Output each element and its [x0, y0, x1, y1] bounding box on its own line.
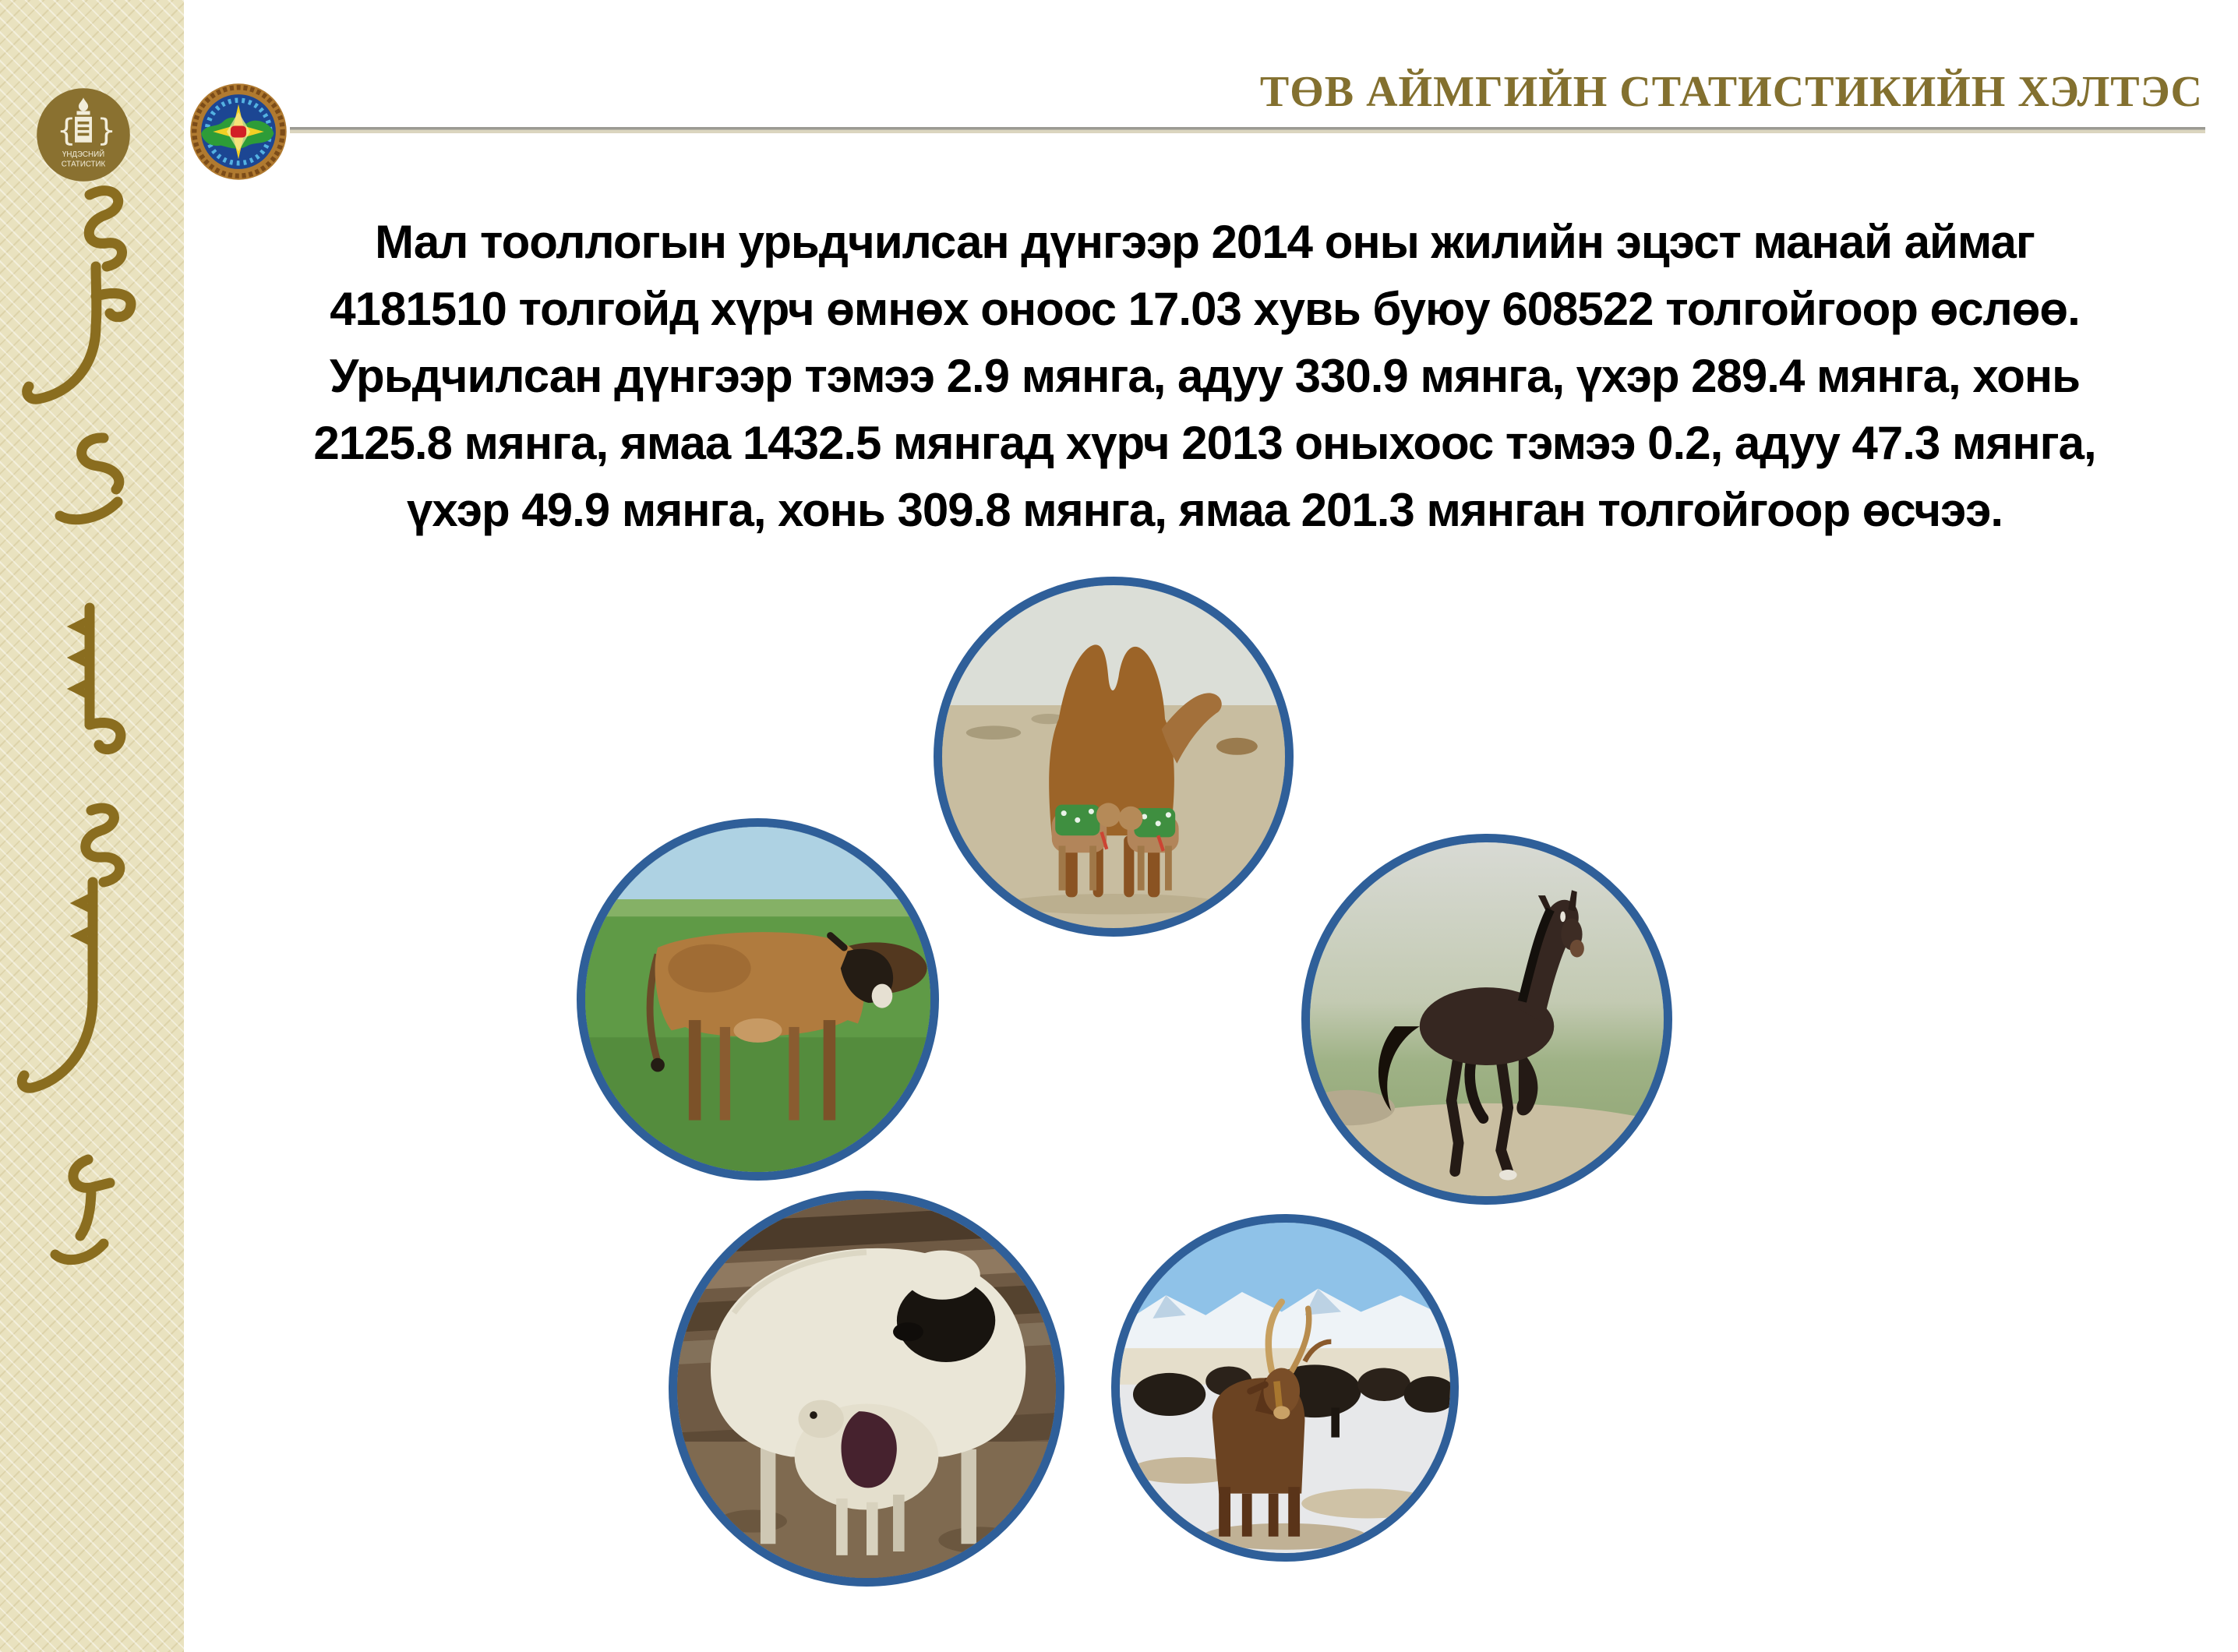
body-paragraph: Мал тооллогын урьдчилсан дүнгээр 2014 он… — [187, 209, 2222, 544]
body-line: Мал тооллогын урьдчилсан дүнгээр 2014 он… — [375, 216, 2035, 268]
sidebar: { } ҮНДЭСНИЙ СТАТИСТИК — [0, 0, 184, 1652]
body-line: үхэр 49.9 мянга, хонь 309.8 мянга, ямаа … — [406, 484, 2003, 536]
photo-circle-horse — [1301, 834, 1672, 1205]
photo-circle-cow — [577, 818, 939, 1181]
aimag-emblem-icon — [190, 83, 287, 180]
svg-text:}: } — [97, 113, 116, 148]
mongolian-script-decoration — [16, 185, 136, 1265]
body-line: 4181510 толгойд хүрч өмнөх оноос 17.03 х… — [330, 283, 2080, 335]
sheep-photo — [677, 1199, 1056, 1578]
nso-statistics-logo-icon: { } ҮНДЭСНИЙ СТАТИСТИК — [37, 88, 130, 182]
nso-logo-text-line1: ҮНДЭСНИЙ — [62, 150, 104, 159]
horse-photo — [1310, 842, 1664, 1196]
nso-logo-text-line2: СТАТИСТИК — [62, 160, 106, 168]
svg-text:{: { — [57, 113, 76, 148]
photo-circle-camel — [934, 577, 1294, 937]
body-line: Урьдчилсан дүнгээр тэмээ 2.9 мянга, адуу… — [330, 350, 2081, 402]
goat-photo — [1120, 1223, 1450, 1553]
photo-circle-sheep — [669, 1191, 1064, 1587]
cow-photo — [585, 827, 930, 1172]
camel-photo — [942, 585, 1285, 928]
body-line: 2125.8 мянга, ямаа 1432.5 мянгад хүрч 20… — [313, 417, 2096, 469]
photo-circle-goat — [1111, 1214, 1459, 1562]
page-title: ТӨВ АЙМГИЙН СТАТИСТИКИЙН ХЭЛТЭС — [1259, 68, 2203, 116]
header-divider — [290, 127, 2205, 133]
